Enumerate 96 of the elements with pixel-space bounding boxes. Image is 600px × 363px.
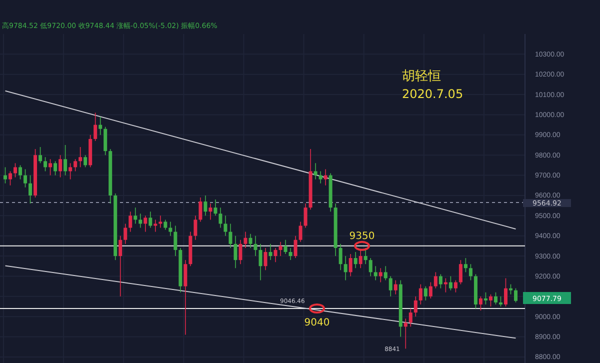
candlestick [254,235,258,256]
candlestick [128,211,132,232]
candlestick [98,116,102,136]
candlestick [204,195,208,216]
candlestick [134,207,138,224]
candlestick [464,258,468,273]
candlestick [384,266,388,281]
candlestick [498,296,502,307]
candlestick [408,308,412,328]
candlestick [448,276,452,291]
candlestick [278,241,282,256]
candlestick [174,225,178,256]
candlestick [468,264,472,281]
candlestick [444,278,448,293]
candlestick [488,294,492,307]
candlestick [314,162,318,180]
candlestick [288,248,292,260]
candlestick [194,215,198,240]
candlestick [168,221,172,236]
candlestick [428,282,432,299]
candlestick [214,199,218,216]
candlestick [248,233,252,248]
candlestick [258,244,262,281]
candlestick [144,215,148,232]
candlestick [438,274,442,289]
candlestick [504,278,508,307]
candlestick [14,162,18,178]
candlestick [494,292,498,305]
candlestick [238,239,242,264]
text: 2020.7.05 [402,87,464,101]
candlestick [118,235,122,297]
candlestick [84,154,88,168]
candlestick [454,280,458,293]
candlestick [228,223,232,248]
candlestick [138,213,142,228]
candlestick [38,146,42,164]
candlestick [284,239,288,254]
candlestick [78,146,82,168]
candlestick [404,318,408,350]
candlestick [294,235,298,258]
candlestick [458,260,462,285]
candlestick [124,223,128,244]
candlestick [148,211,152,228]
candlestick [514,288,518,303]
candlestick [184,260,188,336]
ref-line-label: 9350 [349,230,375,242]
candlestick [64,144,68,176]
candlestick [28,174,32,204]
candlestick [378,268,382,283]
candlestick [318,170,322,184]
candlestick [244,231,248,248]
candlestick [58,154,62,178]
candlestick [298,221,302,242]
text: 胡轻恒 [402,69,441,84]
candlestick [354,252,358,269]
candlestick [74,158,78,172]
candlestick [208,203,212,220]
candlestick [394,280,398,295]
candlestick [8,170,12,186]
candlestick [104,126,108,156]
candlestick [484,292,488,305]
candlestick [388,276,392,297]
candlestick [94,112,98,142]
candlestick [344,256,348,281]
candlestick [18,164,22,180]
candlestick [418,284,422,305]
candlestick [414,296,418,317]
candlestick [44,156,48,172]
candlestick [54,160,58,176]
candlestick [264,248,268,271]
candlestick [158,215,162,228]
candlestick [434,272,438,289]
candlestick [274,248,278,262]
candlestick [478,296,482,311]
candlestick [338,244,342,271]
candlestick [164,219,168,230]
candlestick [224,215,228,236]
candlestick [358,250,362,269]
candlestick [198,197,202,222]
candlestick [268,244,272,260]
candlestick [48,158,52,176]
candlestick [234,235,238,269]
candlestick [24,168,28,188]
candlestick [304,203,308,228]
candlestick [364,248,368,264]
candlestick [508,284,512,295]
candlestick [154,219,158,232]
candlestick [348,254,352,277]
candlestick [218,207,222,228]
candlestick [374,266,378,281]
candlestick [68,162,72,180]
candlestick [4,166,8,184]
candlestick [324,168,328,186]
ref-line-label: 9040 [304,318,330,329]
candlestick [368,258,372,277]
candlestick [424,286,428,301]
